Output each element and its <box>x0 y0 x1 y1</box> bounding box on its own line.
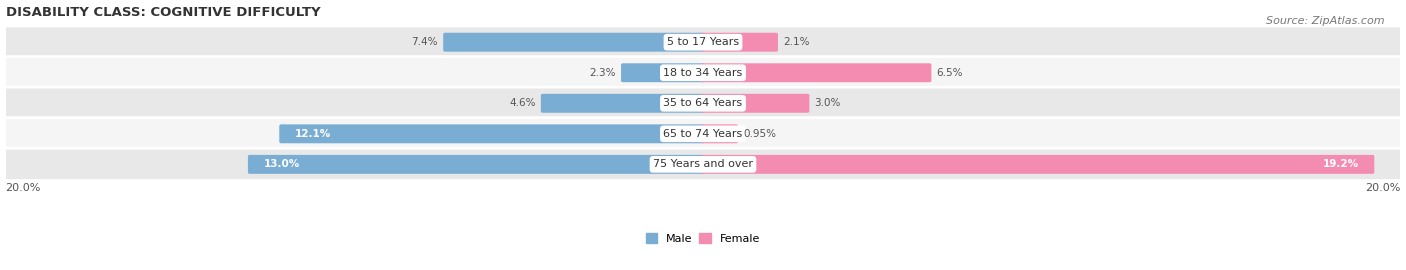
Text: 6.5%: 6.5% <box>936 68 963 78</box>
FancyBboxPatch shape <box>702 155 1374 174</box>
Legend: Male, Female: Male, Female <box>647 233 759 244</box>
Text: 12.1%: 12.1% <box>295 129 332 139</box>
FancyBboxPatch shape <box>4 148 1402 181</box>
FancyBboxPatch shape <box>4 26 1402 58</box>
Text: 2.1%: 2.1% <box>783 37 810 47</box>
Text: 5 to 17 Years: 5 to 17 Years <box>666 37 740 47</box>
Text: 3.0%: 3.0% <box>814 98 841 108</box>
Text: 20.0%: 20.0% <box>1365 183 1400 193</box>
FancyBboxPatch shape <box>702 94 810 113</box>
FancyBboxPatch shape <box>541 94 704 113</box>
Text: 18 to 34 Years: 18 to 34 Years <box>664 68 742 78</box>
Text: 2.3%: 2.3% <box>589 68 616 78</box>
Text: 65 to 74 Years: 65 to 74 Years <box>664 129 742 139</box>
Text: 19.2%: 19.2% <box>1323 159 1358 169</box>
Text: 4.6%: 4.6% <box>509 98 536 108</box>
FancyBboxPatch shape <box>702 63 931 82</box>
FancyBboxPatch shape <box>4 56 1402 89</box>
FancyBboxPatch shape <box>247 155 704 174</box>
Text: DISABILITY CLASS: COGNITIVE DIFFICULTY: DISABILITY CLASS: COGNITIVE DIFFICULTY <box>6 6 321 19</box>
Text: 0.95%: 0.95% <box>744 129 776 139</box>
Text: 7.4%: 7.4% <box>412 37 439 47</box>
Text: 75 Years and over: 75 Years and over <box>652 159 754 169</box>
Text: 35 to 64 Years: 35 to 64 Years <box>664 98 742 108</box>
Text: 20.0%: 20.0% <box>6 183 41 193</box>
FancyBboxPatch shape <box>280 124 704 143</box>
FancyBboxPatch shape <box>443 33 704 52</box>
FancyBboxPatch shape <box>702 33 778 52</box>
Text: 13.0%: 13.0% <box>263 159 299 169</box>
FancyBboxPatch shape <box>621 63 704 82</box>
FancyBboxPatch shape <box>702 124 738 143</box>
Text: Source: ZipAtlas.com: Source: ZipAtlas.com <box>1267 16 1385 26</box>
FancyBboxPatch shape <box>4 87 1402 119</box>
FancyBboxPatch shape <box>4 118 1402 150</box>
